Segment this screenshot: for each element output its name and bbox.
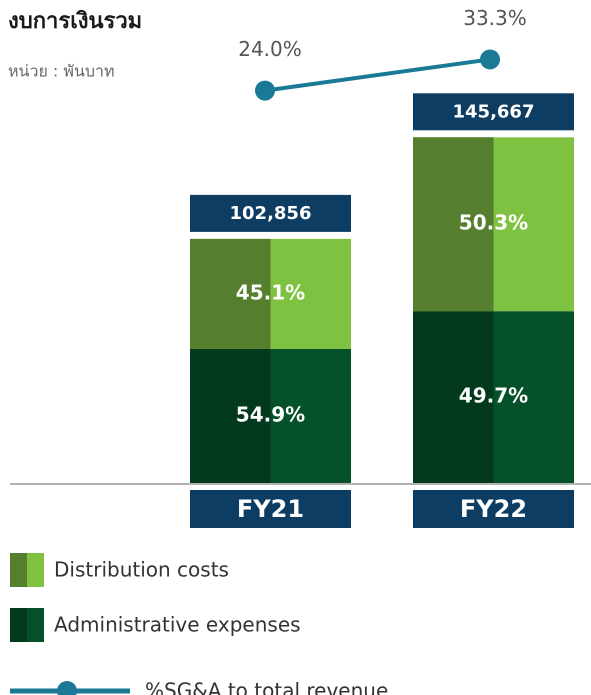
total-box — [413, 93, 574, 131]
line-label: 24.0% — [238, 37, 302, 61]
bar-shade — [413, 311, 494, 483]
legend-marker — [57, 681, 77, 695]
segment-label: 50.3% — [459, 211, 528, 235]
legend-swatch — [27, 553, 44, 587]
category-box — [190, 490, 351, 528]
x-tick-label: FY21 — [237, 495, 304, 523]
chart-subtitle: หน่วย : พันบาท — [8, 62, 115, 81]
total-box — [190, 194, 351, 232]
legend-swatch — [10, 553, 27, 587]
total-label: 102,856 — [230, 203, 312, 224]
segment-label: 49.7% — [459, 384, 528, 408]
bar-shade — [190, 238, 271, 349]
line-label: 33.3% — [463, 6, 527, 30]
legend-swatch — [27, 608, 44, 642]
line — [264, 57, 491, 93]
bar-shade — [413, 137, 494, 312]
x-tick-label: FY22 — [460, 495, 527, 523]
legend-label: %SG&A to total revenue — [145, 679, 388, 695]
bar-shade — [190, 348, 271, 483]
legend-label: Distribution costs — [54, 558, 229, 582]
line-point — [255, 80, 275, 101]
category-box — [413, 490, 574, 528]
segment-label: 45.1% — [236, 280, 305, 304]
line-point — [480, 49, 500, 70]
legend-swatch — [10, 608, 27, 642]
chart-title: งบการเงินรวม — [8, 9, 142, 34]
total-label: 145,667 — [453, 101, 535, 122]
segment-label: 54.9% — [236, 402, 305, 426]
legend-label: Administrative expenses — [54, 613, 301, 637]
